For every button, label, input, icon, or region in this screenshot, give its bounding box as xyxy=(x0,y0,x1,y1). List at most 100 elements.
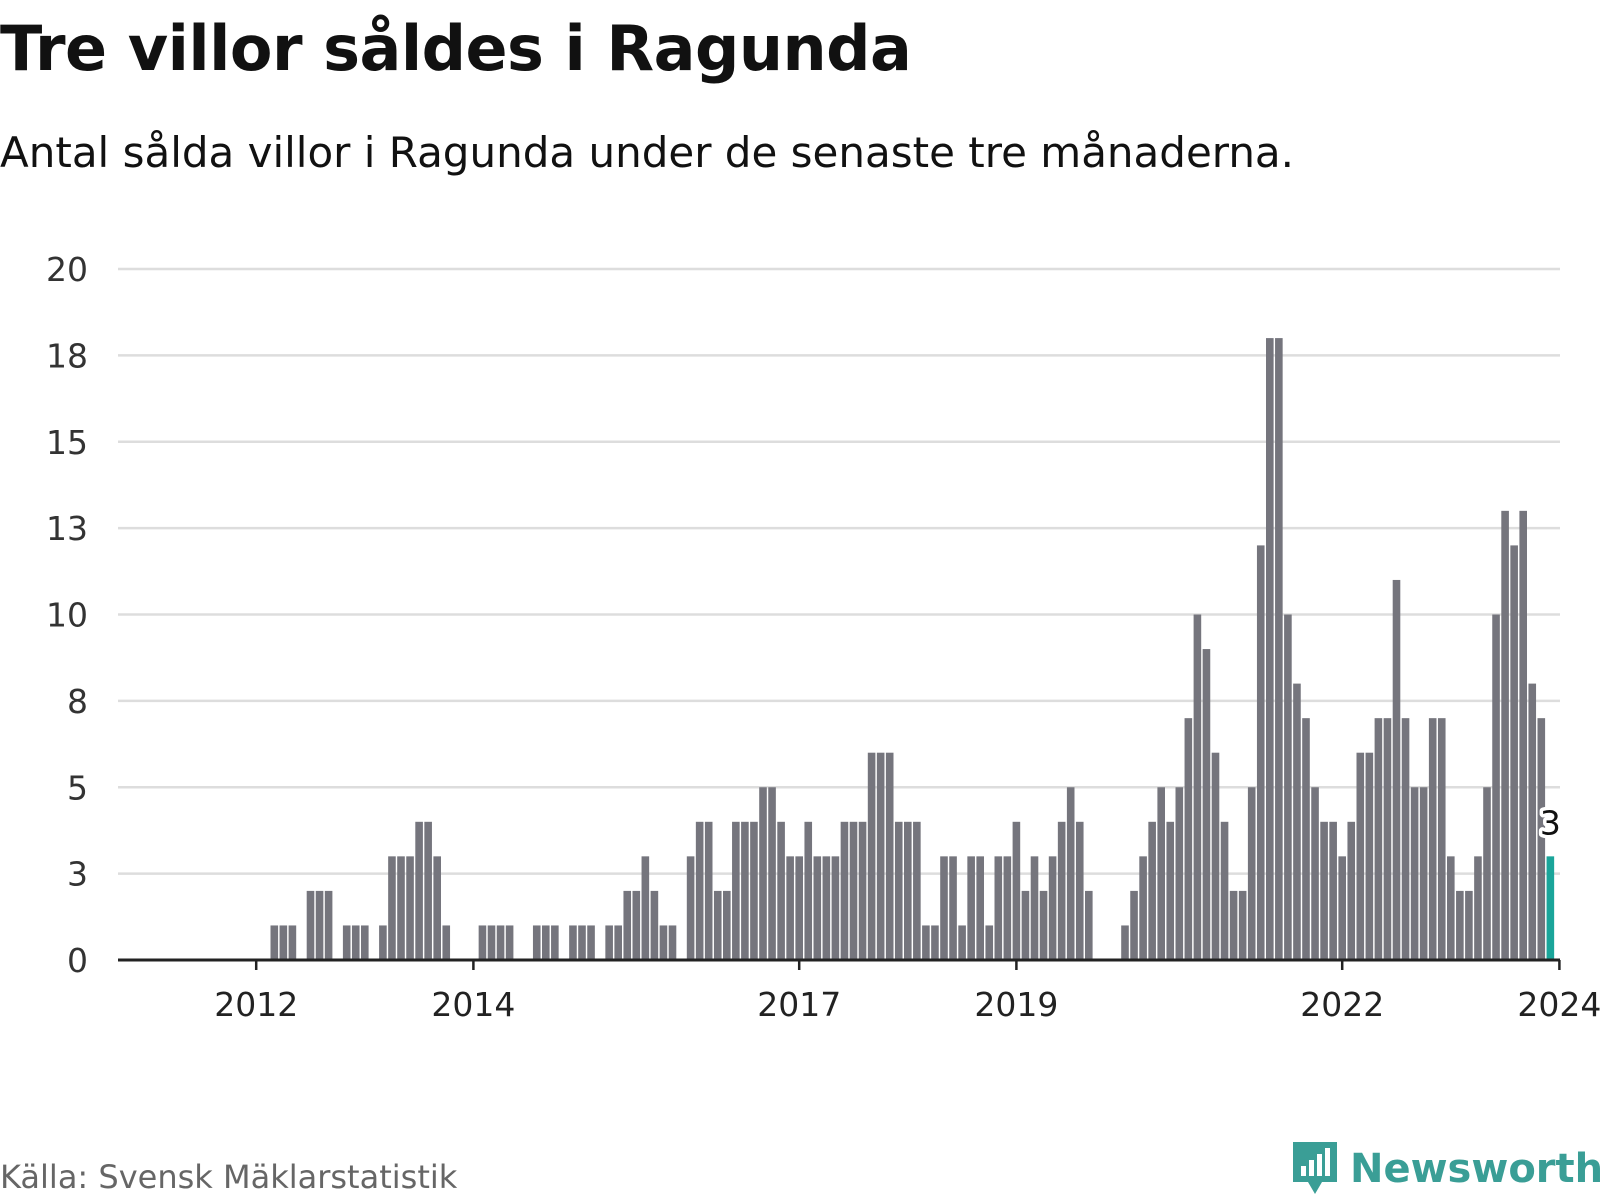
bar xyxy=(1347,821,1356,960)
bar xyxy=(867,752,876,960)
bar xyxy=(1121,925,1129,960)
bar xyxy=(415,821,423,960)
bar xyxy=(505,925,514,960)
bar xyxy=(1220,821,1229,960)
bar xyxy=(759,787,767,960)
bar xyxy=(623,890,632,960)
bar xyxy=(306,890,315,960)
bar xyxy=(1437,718,1446,960)
bar xyxy=(1483,787,1491,960)
newsworthy-logo-text: Newsworthy xyxy=(1350,1146,1600,1192)
bar xyxy=(288,925,297,960)
x-tick-label: 2024 xyxy=(1517,985,1600,1024)
bar xyxy=(614,925,622,960)
bar xyxy=(876,752,885,960)
y-tick-label: 18 xyxy=(46,336,88,375)
bar xyxy=(1401,718,1410,960)
bar xyxy=(741,821,749,960)
bar xyxy=(1085,890,1093,960)
bar xyxy=(704,821,713,960)
bar xyxy=(1528,683,1537,960)
bar xyxy=(578,925,586,960)
bar xyxy=(1139,856,1147,960)
bar xyxy=(1447,856,1455,960)
bar xyxy=(894,821,903,960)
bar xyxy=(1247,787,1256,960)
bar xyxy=(723,890,731,960)
data-label: 3 xyxy=(1540,803,1561,842)
y-tick-label: 0 xyxy=(67,941,88,980)
labels: 0 3 5 8 10 13 15 18 20 2012 2014 2017 2019 2022 2024 3 xyxy=(46,250,1600,1024)
bar xyxy=(1338,856,1346,960)
bar xyxy=(1130,890,1138,960)
y-tick-label: 3 xyxy=(67,855,88,894)
bar xyxy=(686,856,695,960)
bar xyxy=(1003,856,1012,960)
bar xyxy=(324,890,333,960)
bar xyxy=(406,856,414,960)
bar-highlight xyxy=(1546,856,1555,960)
bar xyxy=(496,925,505,960)
bars xyxy=(270,338,1555,961)
bar xyxy=(1039,890,1048,960)
newsworthy-logo-icon xyxy=(1293,1142,1337,1194)
bar xyxy=(1329,821,1337,960)
bar xyxy=(1021,890,1030,960)
bar xyxy=(1211,752,1220,960)
bar xyxy=(342,925,351,960)
y-tick-label: 13 xyxy=(46,509,88,548)
bar xyxy=(750,821,758,960)
bar xyxy=(1193,614,1202,960)
x-tick-label: 2019 xyxy=(974,985,1058,1024)
x-tick-label: 2012 xyxy=(214,985,298,1024)
x-tick-label: 2017 xyxy=(757,985,841,1024)
bar xyxy=(632,890,641,960)
bar xyxy=(1184,718,1193,960)
bar xyxy=(379,925,387,960)
bar xyxy=(1148,821,1156,960)
bar xyxy=(442,925,451,960)
bar xyxy=(1048,856,1057,960)
bar xyxy=(1066,787,1075,960)
bar xyxy=(641,856,650,960)
bar xyxy=(931,925,939,960)
bar xyxy=(1419,787,1428,960)
bar xyxy=(913,821,921,960)
bar xyxy=(958,925,966,960)
bar xyxy=(922,925,930,960)
bar xyxy=(768,787,776,960)
bar xyxy=(786,856,794,960)
bar xyxy=(1474,856,1482,960)
bar xyxy=(1075,821,1084,960)
bar xyxy=(1302,718,1310,960)
bar xyxy=(822,856,831,960)
bar xyxy=(1383,718,1392,960)
bar xyxy=(1238,890,1247,960)
bar xyxy=(1012,821,1021,960)
gridlines xyxy=(118,267,1560,875)
bar xyxy=(1320,821,1328,960)
y-tick-label: 20 xyxy=(46,250,88,289)
bar xyxy=(433,856,441,960)
bar xyxy=(279,925,288,960)
bar xyxy=(1311,787,1319,960)
bar xyxy=(424,821,432,960)
bar xyxy=(1356,752,1365,960)
bar xyxy=(976,856,984,960)
chart-title: Tre villor såldes i Ragunda xyxy=(0,12,912,85)
x-tick-label: 2022 xyxy=(1300,985,1384,1024)
bar xyxy=(1293,683,1301,960)
bar xyxy=(1284,614,1292,960)
bar-chart: 0 3 5 8 10 13 15 18 20 2012 2014 2017 2019 2022 2024 3 xyxy=(46,250,1600,1024)
bar xyxy=(1202,649,1211,960)
bar xyxy=(605,925,613,960)
bar xyxy=(994,856,1003,960)
bar xyxy=(1465,890,1473,960)
bar xyxy=(569,925,577,960)
bar xyxy=(732,821,740,960)
bar xyxy=(388,856,396,960)
bar xyxy=(1057,821,1066,960)
bar xyxy=(1501,510,1509,960)
newsworthy-logo[interactable]: Newsworthy xyxy=(1290,1140,1600,1198)
bar xyxy=(1410,787,1419,960)
